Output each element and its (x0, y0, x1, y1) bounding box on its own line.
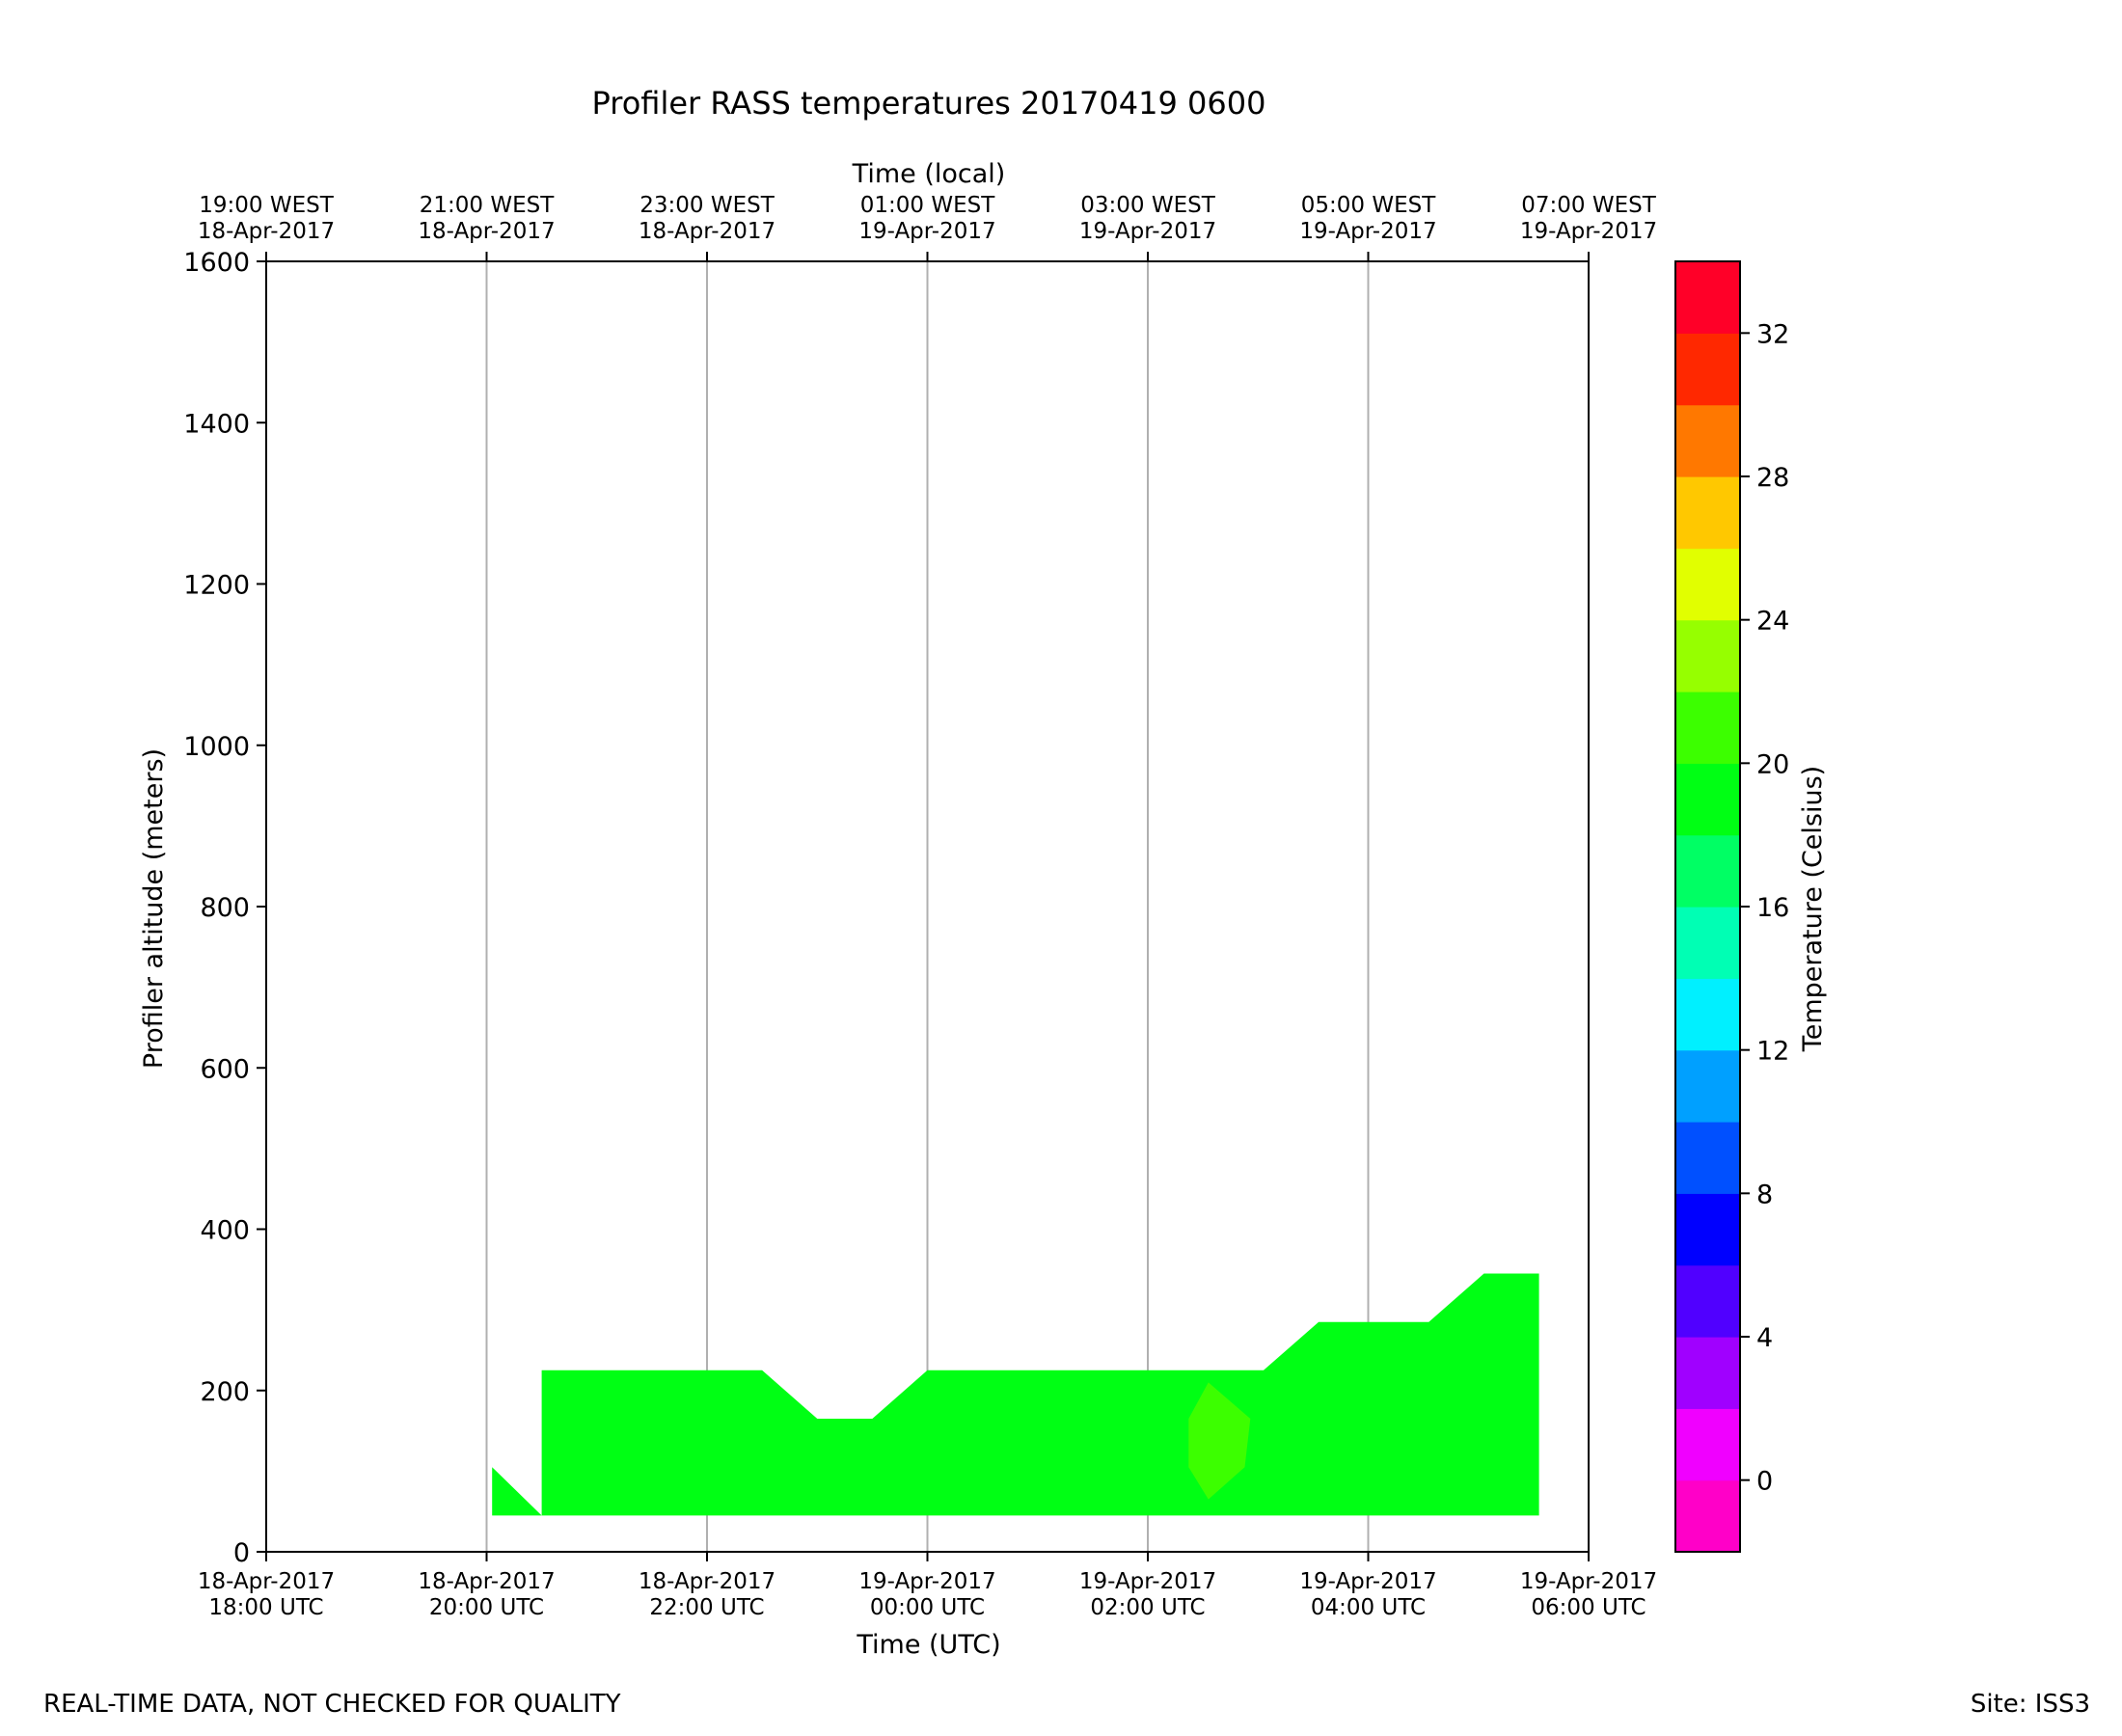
top-tick-time: 21:00 WEST (420, 193, 555, 218)
y-tick-label: 1400 (183, 409, 250, 439)
x-tick-time: 02:00 UTC (1090, 1595, 1205, 1620)
colorbar-segment (1675, 404, 1740, 477)
x-tick-date: 18-Apr-2017 (418, 1569, 555, 1594)
quality-note: REAL-TIME DATA, NOT CHECKED FOR QUALITY (43, 1690, 621, 1719)
colorbar-tick-label: 28 (1756, 463, 1789, 493)
x-tick-time: 20:00 UTC (429, 1595, 544, 1620)
top-tick-date: 19-Apr-2017 (858, 219, 995, 244)
colorbar-tick-label: 24 (1756, 607, 1789, 637)
colorbar: 0 4 8 12 16 20 24 28 32 (1674, 260, 1789, 1553)
y-tick-label: 800 (200, 893, 250, 923)
colorbar-segment (1675, 1049, 1740, 1123)
colorbar-tick-label: 0 (1756, 1467, 1773, 1497)
x-tick-time: 06:00 UTC (1531, 1595, 1646, 1620)
colorbar-segment (1675, 763, 1740, 836)
chart-title: Profiler RASS temperatures 20170419 0600 (592, 85, 1266, 122)
site-label: Site: ISS3 (1971, 1690, 2090, 1719)
y-tick-label: 1000 (183, 732, 250, 762)
top-tick-time: 03:00 WEST (1080, 193, 1215, 218)
colorbar-title: Temperature (Celsius) (1798, 766, 1828, 1052)
x-tick-date: 18-Apr-2017 (198, 1569, 335, 1594)
colorbar-segment (1675, 333, 1740, 406)
colorbar-tick-label: 8 (1756, 1180, 1773, 1209)
y-tick-label: 1200 (183, 571, 250, 601)
top-tick-date: 18-Apr-2017 (418, 219, 555, 244)
y-tick-label: 600 (200, 1054, 250, 1084)
colorbar-segment (1675, 548, 1740, 621)
colorbar-segment (1675, 834, 1740, 908)
x-tick-time: 18:00 UTC (208, 1595, 323, 1620)
x-tick-date: 19-Apr-2017 (1299, 1569, 1436, 1594)
colorbar-tick-label: 20 (1756, 749, 1789, 779)
y-tick-label: 0 (233, 1538, 250, 1568)
y-tick-label: 200 (200, 1377, 250, 1407)
top-tick-date: 18-Apr-2017 (639, 219, 775, 244)
colorbar-segment (1675, 907, 1740, 979)
x-tick-date: 19-Apr-2017 (858, 1569, 995, 1594)
top-axis-title: Time (local) (852, 159, 1006, 189)
top-tick-date: 19-Apr-2017 (1299, 219, 1436, 244)
colorbar-segment (1675, 1264, 1740, 1338)
top-tick-date: 19-Apr-2017 (1079, 219, 1216, 244)
colorbar-segment (1675, 476, 1740, 549)
top-tick-time: 23:00 WEST (639, 193, 775, 218)
top-tick-time: 05:00 WEST (1301, 193, 1436, 218)
colorbar-segment (1675, 619, 1740, 692)
y-tick-label: 1600 (183, 248, 250, 278)
top-tick-date: 19-Apr-2017 (1520, 219, 1657, 244)
top-tick-time: 01:00 WEST (860, 193, 995, 218)
colorbar-segment (1675, 1337, 1740, 1409)
colorbar-segment (1675, 1479, 1740, 1553)
contour-region-20-22 (1188, 1382, 1251, 1500)
top-tick-time: 07:00 WEST (1521, 193, 1656, 218)
y-tick-label: 400 (200, 1216, 250, 1246)
x-tick-date: 19-Apr-2017 (1079, 1569, 1216, 1594)
colorbar-tick-label: 16 (1756, 893, 1789, 923)
top-tick-time: 19:00 WEST (199, 193, 334, 218)
top-tick-date: 18-Apr-2017 (198, 219, 335, 244)
x-tick-date: 19-Apr-2017 (1520, 1569, 1657, 1594)
colorbar-segment (1675, 1408, 1740, 1481)
x-tick-time: 04:00 UTC (1311, 1595, 1426, 1620)
colorbar-segment (1675, 978, 1740, 1051)
colorbar-tick-label: 12 (1756, 1037, 1789, 1067)
contour-region-18-20 (492, 1273, 1539, 1516)
x-tick-date: 18-Apr-2017 (639, 1569, 775, 1594)
colorbar-tick-label: 4 (1756, 1323, 1773, 1353)
y-axis-title: Profiler altitude (meters) (139, 748, 169, 1069)
colorbar-segment (1675, 692, 1740, 764)
x-tick-time: 00:00 UTC (870, 1595, 985, 1620)
colorbar-segment (1675, 261, 1740, 334)
x-axis-title: Time (UTC) (856, 1630, 1000, 1660)
x-tick-time: 22:00 UTC (649, 1595, 764, 1620)
colorbar-segment (1675, 1122, 1740, 1194)
colorbar-tick-label: 32 (1756, 319, 1789, 349)
colorbar-segment (1675, 1193, 1740, 1266)
